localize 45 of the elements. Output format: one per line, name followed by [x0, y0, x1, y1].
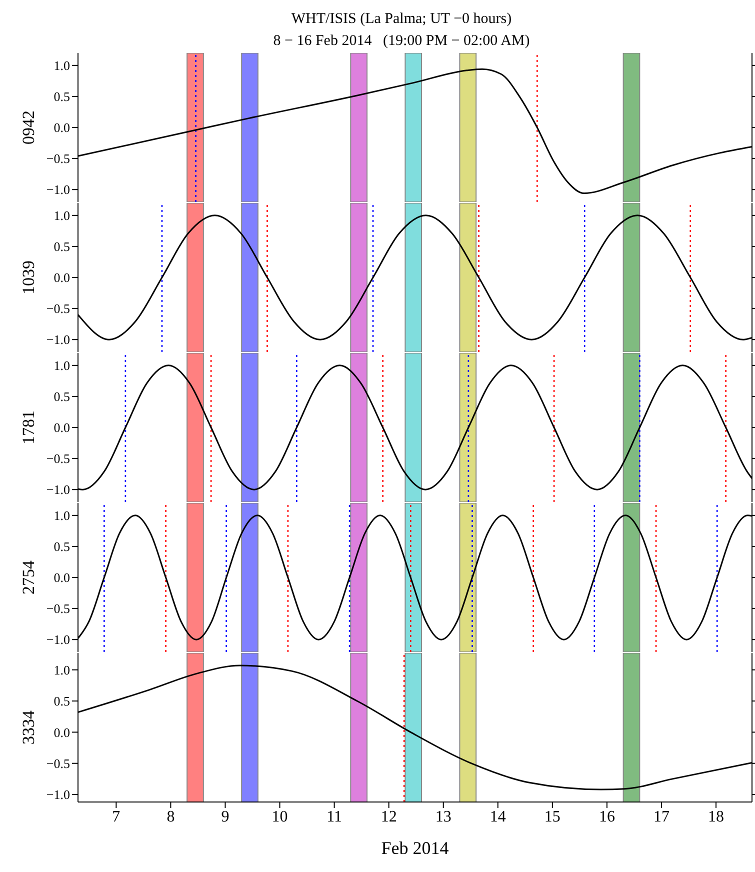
y-tick-label: 1.0 — [54, 508, 70, 524]
y-tick-label: 1.0 — [54, 208, 70, 224]
y-tick-label: 0.0 — [54, 270, 70, 286]
y-tick-label: 0.5 — [54, 539, 70, 554]
x-tick-label: 7 — [112, 808, 120, 826]
y-axis-title: 1781 — [19, 410, 38, 444]
y-tick-label: −1.0 — [46, 787, 70, 802]
y-tick-label: 1.0 — [54, 58, 70, 74]
y-tick-label: 0.0 — [54, 420, 70, 436]
y-tick-label: −1.0 — [46, 332, 70, 348]
y-tick-label: 0.0 — [54, 724, 70, 740]
x-tick-label: 12 — [380, 808, 397, 826]
x-tick-label: 13 — [435, 808, 452, 826]
y-tick-label: 0.5 — [54, 239, 70, 254]
y-tick-label: −1.0 — [46, 482, 70, 498]
y-tick-label: 0.0 — [54, 570, 70, 586]
y-tick-label: 0.0 — [54, 120, 70, 136]
y-tick-label: −0.5 — [46, 301, 70, 316]
y-tick-label: −0.5 — [46, 601, 70, 616]
y-tick-label: 0.5 — [54, 389, 70, 404]
y-tick-label: 0.5 — [54, 89, 70, 104]
y-tick-label: −0.5 — [46, 451, 70, 466]
x-axis-title: Feb 2014 — [381, 838, 449, 858]
x-tick-label: 16 — [598, 808, 615, 826]
y-tick-label: −1.0 — [46, 632, 70, 648]
y-axis-title: 1039 — [19, 260, 38, 294]
y-tick-label: −0.5 — [46, 151, 70, 166]
x-tick-label: 8 — [166, 808, 175, 826]
y-tick-label: 1.0 — [54, 662, 70, 678]
x-tick-label: 18 — [708, 808, 724, 826]
chart-title: WHT/ISIS (La Palma; UT −0 hours) — [290, 10, 513, 29]
y-axis-title: 3334 — [19, 710, 38, 744]
x-tick-label: 15 — [544, 808, 560, 826]
y-tick-label: −1.0 — [46, 182, 70, 198]
chart-subtitle: 8 − 16 Feb 2014 (19:00 PM − 02:00 AM) — [272, 32, 531, 51]
x-tick-label: 9 — [221, 808, 230, 826]
y-axis-title: 2754 — [19, 560, 38, 594]
y-tick-label: 0.5 — [54, 694, 70, 709]
x-tick-label: 17 — [653, 808, 670, 826]
x-tick-label: 10 — [272, 808, 288, 826]
y-axis-title: 0942 — [19, 110, 38, 144]
x-tick-label: 11 — [326, 808, 342, 826]
y-tick-label: 1.0 — [54, 358, 70, 374]
y-tick-label: −0.5 — [46, 756, 70, 771]
x-tick-label: 14 — [490, 808, 506, 826]
